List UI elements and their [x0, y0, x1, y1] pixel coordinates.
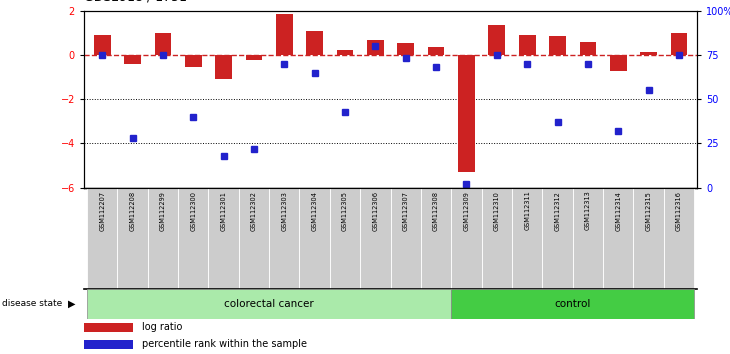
Text: GSM112316: GSM112316: [676, 191, 682, 230]
Bar: [337, 50, 353, 55]
Text: log ratio: log ratio: [142, 322, 182, 332]
Bar: [519, 35, 536, 55]
Text: GSM112300: GSM112300: [191, 191, 196, 231]
Text: percentile rank within the sample: percentile rank within the sample: [142, 339, 307, 349]
Text: disease state: disease state: [2, 299, 63, 308]
Text: GSM112304: GSM112304: [312, 191, 318, 231]
Bar: [87, 188, 118, 289]
Text: GSM112302: GSM112302: [251, 191, 257, 231]
Text: colorectal cancer: colorectal cancer: [224, 298, 314, 309]
Bar: [307, 30, 323, 55]
Text: GSM112301: GSM112301: [220, 191, 226, 230]
Bar: [640, 52, 657, 55]
Bar: [549, 36, 566, 55]
Bar: [299, 188, 330, 289]
Text: GSM112314: GSM112314: [615, 191, 621, 230]
Bar: [458, 55, 474, 172]
Bar: [428, 47, 445, 55]
Bar: [580, 42, 596, 55]
Text: GSM112311: GSM112311: [524, 191, 530, 230]
Bar: [573, 188, 603, 289]
Text: GSM112306: GSM112306: [372, 191, 378, 231]
Bar: [421, 188, 451, 289]
Bar: [185, 55, 201, 67]
Text: GSM112315: GSM112315: [645, 191, 652, 230]
Text: GSM112312: GSM112312: [555, 191, 561, 230]
Bar: [610, 55, 626, 72]
Bar: [451, 188, 482, 289]
Text: GSM112307: GSM112307: [403, 191, 409, 231]
Bar: [124, 55, 141, 64]
Text: control: control: [555, 298, 591, 309]
Text: GSM112310: GSM112310: [493, 191, 500, 230]
Text: GSM112207: GSM112207: [99, 191, 105, 231]
Bar: [330, 188, 360, 289]
Bar: [245, 55, 262, 61]
Bar: [391, 188, 421, 289]
Bar: [118, 188, 147, 289]
Bar: [239, 188, 269, 289]
Bar: [451, 289, 694, 319]
Bar: [215, 55, 232, 79]
Bar: [269, 188, 299, 289]
Bar: [276, 14, 293, 55]
Text: GSM112309: GSM112309: [464, 191, 469, 230]
Text: GSM112208: GSM112208: [129, 191, 136, 231]
Bar: [94, 35, 110, 55]
Text: GSM112303: GSM112303: [281, 191, 288, 230]
Bar: [488, 25, 505, 55]
Bar: [87, 289, 451, 319]
Text: GSM112308: GSM112308: [433, 191, 439, 231]
Bar: [482, 188, 512, 289]
Text: GSM112313: GSM112313: [585, 191, 591, 230]
Text: GDS2918 / 1751: GDS2918 / 1751: [84, 0, 187, 4]
Bar: [397, 43, 414, 55]
Bar: [603, 188, 634, 289]
Bar: [512, 188, 542, 289]
Bar: [664, 188, 694, 289]
Bar: [147, 188, 178, 289]
Text: GSM112305: GSM112305: [342, 191, 348, 231]
Bar: [360, 188, 391, 289]
Bar: [542, 188, 573, 289]
Bar: [671, 33, 687, 55]
Bar: [634, 188, 664, 289]
Bar: [155, 33, 172, 55]
Bar: [84, 339, 133, 349]
Bar: [367, 40, 384, 55]
Text: ▶: ▶: [68, 298, 75, 308]
Bar: [84, 323, 133, 332]
Bar: [178, 188, 208, 289]
Text: GSM112299: GSM112299: [160, 191, 166, 230]
Bar: [208, 188, 239, 289]
